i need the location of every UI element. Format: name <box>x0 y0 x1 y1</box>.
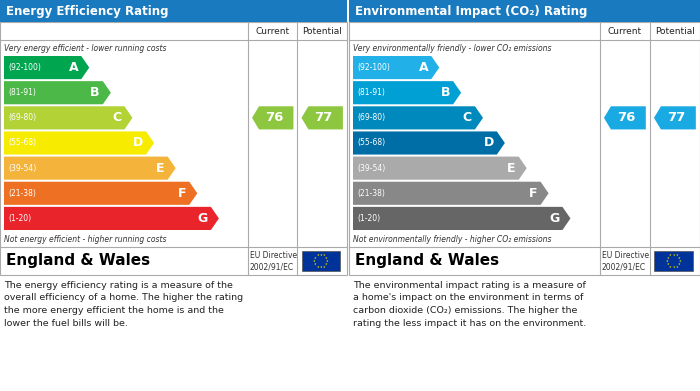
Text: (69-80): (69-80) <box>357 113 385 122</box>
Text: ★: ★ <box>666 259 668 263</box>
Text: (21-38): (21-38) <box>8 189 36 198</box>
Text: ★: ★ <box>676 253 678 257</box>
Text: Energy Efficiency Rating: Energy Efficiency Rating <box>6 5 169 18</box>
Text: Not energy efficient - higher running costs: Not energy efficient - higher running co… <box>4 235 167 244</box>
Text: Very energy efficient - lower running costs: Very energy efficient - lower running co… <box>4 44 167 53</box>
Bar <box>654 251 693 271</box>
Text: 77: 77 <box>667 111 685 124</box>
Text: Environmental Impact (CO₂) Rating: Environmental Impact (CO₂) Rating <box>355 5 587 18</box>
Text: The energy efficiency rating is a measure of the
overall efficiency of a home. T: The energy efficiency rating is a measur… <box>4 281 243 328</box>
Text: ★: ★ <box>314 256 317 260</box>
Text: ★: ★ <box>320 265 322 269</box>
Text: (39-54): (39-54) <box>357 164 385 173</box>
Polygon shape <box>4 106 132 129</box>
Text: (1-20): (1-20) <box>8 214 31 223</box>
Polygon shape <box>353 56 440 79</box>
Polygon shape <box>654 106 696 129</box>
Polygon shape <box>353 156 526 180</box>
Text: (92-100): (92-100) <box>8 63 41 72</box>
Bar <box>302 251 340 271</box>
Bar <box>349 0 700 22</box>
Text: F: F <box>178 187 186 200</box>
Text: A: A <box>419 61 428 74</box>
Text: Current: Current <box>256 27 290 36</box>
Polygon shape <box>353 182 549 205</box>
Polygon shape <box>353 106 483 129</box>
Polygon shape <box>353 131 505 154</box>
Polygon shape <box>4 182 197 205</box>
Text: E: E <box>156 161 164 175</box>
Text: EU Directive
2002/91/EC: EU Directive 2002/91/EC <box>250 251 297 271</box>
Text: ★: ★ <box>316 253 319 257</box>
Polygon shape <box>252 106 293 129</box>
Text: ★: ★ <box>313 259 316 263</box>
Text: 76: 76 <box>265 111 283 124</box>
Bar <box>0 0 347 22</box>
Polygon shape <box>4 156 176 180</box>
Text: (39-54): (39-54) <box>8 164 36 173</box>
Text: ★: ★ <box>325 262 328 266</box>
Text: EU Directive
2002/91/EC: EU Directive 2002/91/EC <box>602 251 649 271</box>
Polygon shape <box>4 131 154 154</box>
Text: (69-80): (69-80) <box>8 113 36 122</box>
Text: (21-38): (21-38) <box>357 189 385 198</box>
Text: (1-20): (1-20) <box>357 214 380 223</box>
Text: Very environmentally friendly - lower CO₂ emissions: Very environmentally friendly - lower CO… <box>353 44 552 53</box>
Text: D: D <box>484 136 494 149</box>
Text: England & Wales: England & Wales <box>6 253 150 269</box>
Polygon shape <box>353 207 570 230</box>
Text: ★: ★ <box>676 265 678 269</box>
Text: Potential: Potential <box>655 27 695 36</box>
Text: ★: ★ <box>325 256 328 260</box>
Polygon shape <box>4 56 89 79</box>
Text: C: C <box>112 111 122 124</box>
Text: ★: ★ <box>678 262 680 266</box>
Text: (81-91): (81-91) <box>357 88 385 97</box>
Polygon shape <box>604 106 646 129</box>
Text: ★: ★ <box>669 265 672 269</box>
Bar <box>0 22 347 275</box>
Text: The environmental impact rating is a measure of
a home's impact on the environme: The environmental impact rating is a mea… <box>353 281 587 328</box>
Text: ★: ★ <box>320 253 322 256</box>
Text: ★: ★ <box>672 265 675 269</box>
Text: ★: ★ <box>667 262 669 266</box>
Text: (81-91): (81-91) <box>8 88 36 97</box>
Text: (55-68): (55-68) <box>357 138 385 147</box>
Text: B: B <box>90 86 100 99</box>
Text: Potential: Potential <box>302 27 342 36</box>
Text: 77: 77 <box>314 111 332 124</box>
Text: Current: Current <box>608 27 642 36</box>
Text: E: E <box>508 161 516 175</box>
Text: ★: ★ <box>323 265 326 269</box>
Text: ★: ★ <box>323 253 326 257</box>
Text: ★: ★ <box>672 253 675 256</box>
Text: D: D <box>133 136 143 149</box>
Polygon shape <box>4 207 219 230</box>
Text: ★: ★ <box>316 265 319 269</box>
Text: G: G <box>550 212 559 225</box>
Text: F: F <box>529 187 538 200</box>
Polygon shape <box>353 81 461 104</box>
Text: England & Wales: England & Wales <box>355 253 499 269</box>
Text: ★: ★ <box>326 259 329 263</box>
Text: ★: ★ <box>314 262 317 266</box>
Text: ★: ★ <box>669 253 672 257</box>
Text: A: A <box>69 61 78 74</box>
Text: ★: ★ <box>667 256 669 260</box>
Polygon shape <box>302 106 343 129</box>
Text: ★: ★ <box>678 256 680 260</box>
Text: B: B <box>440 86 450 99</box>
Text: C: C <box>463 111 472 124</box>
Text: ★: ★ <box>679 259 681 263</box>
Polygon shape <box>4 81 111 104</box>
Text: (55-68): (55-68) <box>8 138 36 147</box>
Text: Not environmentally friendly - higher CO₂ emissions: Not environmentally friendly - higher CO… <box>353 235 552 244</box>
Bar <box>349 22 700 275</box>
Text: (92-100): (92-100) <box>357 63 390 72</box>
Text: G: G <box>197 212 208 225</box>
Text: 76: 76 <box>617 111 635 124</box>
